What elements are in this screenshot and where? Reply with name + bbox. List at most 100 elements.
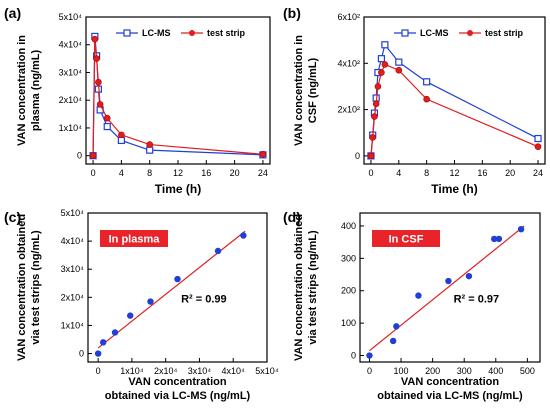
fit-line — [97, 230, 246, 349]
y-tick-label: 2x10⁴ — [61, 292, 85, 302]
legend-label: LC-MS — [142, 28, 171, 38]
chart-panel-a: 0 4 8 12 16 20 24 0 1x10⁴ 2x10⁴ 3x10⁴ 4x10⁴ 5x10⁴ Tim… — [16, 12, 271, 196]
y-tick-label: 1x10⁴ — [61, 320, 85, 330]
scatter-point — [147, 298, 154, 305]
y-tick-label: 100 — [341, 318, 356, 328]
y-axis-label: plasma (ng/mL) — [30, 50, 42, 132]
legend-marker-circle — [467, 30, 473, 36]
x-tick-label: 500 — [520, 366, 535, 376]
x-axis-label: Time (h) — [431, 182, 477, 196]
scatter-point — [465, 272, 473, 280]
x-tick-label: 0 — [368, 168, 373, 178]
y-tick-label: 0 — [77, 151, 82, 161]
y-axis-label: CSF (ng/mL) — [307, 57, 319, 123]
scatter-point — [491, 235, 498, 243]
data-point-circle — [93, 55, 100, 62]
y-axis-label: VAN concentration in — [16, 35, 28, 146]
y-tick-label: 0 — [351, 351, 356, 361]
scatter-point — [111, 329, 119, 336]
panel-label-c: (c) — [4, 209, 21, 225]
data-point-circle — [367, 152, 375, 160]
data-point-square — [117, 136, 125, 145]
data-point-circle — [91, 35, 99, 43]
x-tick-label: 16 — [201, 168, 211, 178]
x-tick-label: 0 — [91, 168, 96, 178]
y-axis-label: via test strips (ng/mL) — [307, 230, 319, 345]
y-tick-label: 2x10² — [337, 105, 360, 115]
x-tick-label: 4 — [396, 168, 401, 178]
data-point-square — [377, 55, 386, 63]
x-axis-label: Time (h) — [155, 182, 201, 196]
legend-label: test strip — [207, 28, 246, 38]
legend-marker-square — [123, 29, 131, 37]
y-axis-label: VAN concentration obtained — [16, 214, 28, 361]
x-tick-label: 8 — [424, 168, 429, 178]
label-box-text: In CSF — [389, 234, 424, 246]
data-point-square — [534, 134, 542, 143]
x-axis-label: obtained via LC-MS (ng/mL) — [105, 390, 251, 402]
data-point-circle — [369, 134, 377, 141]
data-point-circle — [534, 143, 542, 150]
y-tick-label: 4x10⁴ — [59, 40, 83, 50]
chart-panel-b: 0 4 8 12 16 20 24 0 2x10² 4x10² 6x10² Time (h) VAN c… — [293, 12, 546, 196]
data-point-square — [423, 78, 431, 86]
plot-frame — [363, 16, 546, 165]
label-box — [100, 230, 168, 247]
x-tick-label: 200 — [425, 366, 440, 376]
x-tick-label: 1x10⁴ — [120, 366, 144, 376]
y-tick-label: 5x10⁴ — [59, 12, 83, 22]
x-tick-label: 24 — [533, 168, 543, 178]
plot-frame — [87, 212, 268, 363]
y-tick-label: 3x10⁴ — [59, 67, 83, 77]
x-tick-label: 4 — [119, 168, 124, 178]
y-axis-label: VAN concentration obtained — [293, 214, 305, 361]
scatter-point — [94, 350, 102, 357]
data-point-circle — [259, 150, 267, 158]
scatter-point — [517, 225, 525, 233]
data-point-circle — [118, 131, 125, 139]
scatter-point — [389, 337, 397, 345]
x-tick-label: 400 — [488, 366, 503, 376]
y-tick-label: 200 — [341, 286, 356, 296]
panel-label-b: (b) — [283, 5, 301, 21]
x-tick-label: 0 — [367, 366, 372, 376]
scatter-point — [393, 323, 400, 330]
x-tick-label: 3x10⁴ — [188, 366, 212, 376]
data-point-square — [395, 58, 403, 66]
y-tick-label: 3x10⁴ — [61, 264, 85, 274]
data-point-circle — [372, 100, 380, 108]
panel-label-d: (d) — [283, 209, 301, 225]
y-tick-label: 0 — [79, 349, 84, 359]
y-tick-label: 400 — [341, 221, 356, 231]
x-axis-label: VAN concentration — [401, 376, 499, 388]
data-point-circle — [103, 114, 111, 122]
data-point-circle — [146, 141, 153, 148]
r-squared-label: R² = 0.99 — [181, 293, 227, 305]
y-axis-label: via test strips (ng/mL) — [30, 230, 42, 345]
x-tick-label: 20 — [505, 168, 515, 178]
label-box — [372, 230, 440, 247]
scatter-point — [127, 312, 134, 319]
y-tick-label: 5x10⁴ — [61, 208, 85, 218]
legend-marker-circle — [189, 30, 195, 36]
x-axis-label: VAN concentration — [128, 376, 226, 388]
data-point-circle — [374, 83, 382, 90]
data-point-square — [103, 122, 111, 131]
data-point-square — [146, 146, 154, 154]
data-point-circle — [395, 66, 403, 74]
data-point-circle — [378, 69, 385, 76]
scatter-point — [415, 292, 422, 299]
scatter-point — [99, 339, 107, 346]
scatter-point — [240, 232, 247, 239]
fit-line — [369, 225, 525, 352]
scatter-point — [366, 352, 373, 359]
data-point-circle — [423, 95, 430, 103]
scatter-point — [445, 277, 452, 285]
panel-label-a: (a) — [4, 5, 21, 21]
y-tick-label: 4x10² — [337, 58, 360, 68]
legend-marker-square — [401, 29, 409, 37]
y-tick-label: 1x10⁴ — [59, 123, 83, 133]
x-tick-label: 12 — [173, 168, 183, 178]
x-tick-label: 100 — [394, 366, 409, 376]
